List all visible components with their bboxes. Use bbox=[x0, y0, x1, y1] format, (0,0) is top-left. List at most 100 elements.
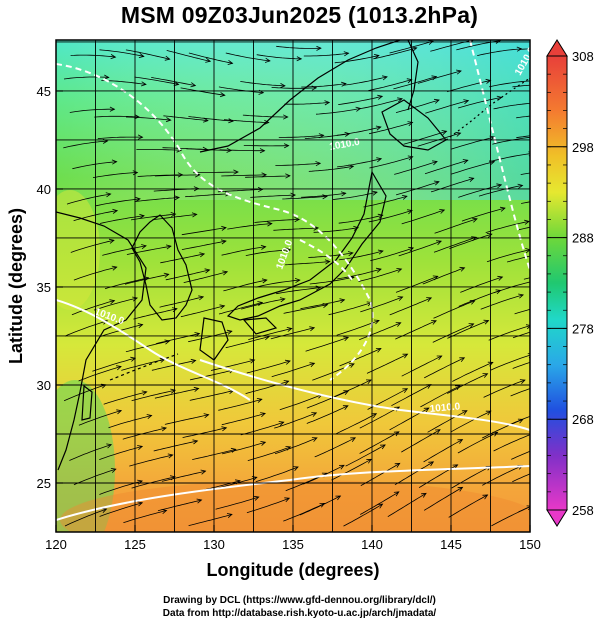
streamline-arrowhead bbox=[111, 159, 118, 165]
y-tick-label: 45 bbox=[37, 84, 51, 99]
streamline bbox=[433, 300, 475, 319]
streamline-arrowhead bbox=[483, 319, 490, 325]
streamline bbox=[223, 119, 269, 123]
streamline-arrowhead bbox=[283, 114, 289, 120]
streamline-arrowhead bbox=[375, 125, 382, 131]
map-title: MSM 09Z03Jun2025 (1013.2hPa) bbox=[120, 2, 479, 28]
streamline bbox=[301, 83, 346, 88]
streamline-arrowhead bbox=[435, 429, 441, 435]
streamline-arrowhead bbox=[161, 426, 168, 432]
streamline bbox=[210, 359, 255, 371]
streamline bbox=[248, 328, 292, 340]
streamline bbox=[447, 320, 489, 339]
streamline-arrowhead bbox=[377, 94, 384, 100]
streamline bbox=[423, 439, 463, 463]
streamline bbox=[478, 185, 523, 197]
streamline bbox=[129, 454, 173, 467]
streamline-arrowhead bbox=[457, 486, 464, 492]
streamline bbox=[486, 249, 530, 263]
y-axis-title: Latitude (degrees) bbox=[6, 208, 26, 364]
streamline-arrowhead bbox=[373, 319, 380, 325]
streamline-arrowhead bbox=[316, 45, 322, 51]
streamline bbox=[461, 207, 505, 222]
streamline bbox=[358, 98, 403, 110]
streamline bbox=[163, 115, 208, 121]
streamline-arrowhead bbox=[286, 327, 293, 332]
streamline bbox=[366, 353, 408, 374]
streamline bbox=[424, 357, 465, 379]
streamline-arrowhead bbox=[290, 192, 297, 198]
x-tick-label: 150 bbox=[519, 537, 541, 552]
streamline-arrowhead bbox=[459, 266, 466, 272]
streamline bbox=[457, 97, 502, 109]
streamline bbox=[305, 336, 349, 352]
streamline bbox=[189, 390, 234, 401]
streamline bbox=[122, 427, 167, 440]
streamline bbox=[518, 226, 530, 231]
streamline bbox=[255, 279, 300, 288]
streamline-arrowhead bbox=[132, 170, 139, 176]
streamline-arrowhead bbox=[402, 388, 409, 394]
streamline bbox=[250, 194, 296, 198]
streamline bbox=[395, 99, 440, 113]
streamline bbox=[157, 499, 202, 512]
streamline-arrowhead bbox=[109, 106, 116, 112]
streamline-arrowhead bbox=[264, 119, 270, 125]
streamline-arrowhead bbox=[524, 219, 530, 225]
streamline bbox=[359, 322, 401, 341]
streamline bbox=[301, 192, 346, 198]
streamline-arrowhead bbox=[350, 437, 357, 443]
streamline bbox=[451, 161, 495, 175]
streamline bbox=[69, 108, 115, 113]
streamline bbox=[165, 269, 210, 281]
colorbar-tick-label: 288 bbox=[572, 231, 594, 246]
streamline bbox=[360, 463, 400, 486]
streamline-arrowhead bbox=[482, 494, 489, 500]
streamline-arrowhead bbox=[324, 100, 331, 106]
streamline bbox=[337, 158, 382, 168]
streamline bbox=[92, 172, 138, 178]
streamline-arrowhead bbox=[190, 82, 197, 88]
streamline-arrowhead bbox=[441, 130, 448, 135]
streamline bbox=[188, 52, 233, 64]
streamline-arrowhead bbox=[105, 192, 112, 198]
lat-lon-grid bbox=[56, 40, 530, 532]
streamline bbox=[154, 174, 200, 177]
streamline bbox=[151, 360, 196, 371]
x-axis-title: Longitude (degrees) bbox=[206, 560, 379, 580]
streamline-arrowhead bbox=[110, 54, 117, 60]
streamline-arrowhead bbox=[428, 461, 435, 467]
streamline bbox=[432, 323, 474, 343]
streamline-arrowhead bbox=[436, 240, 442, 246]
streamline-arrowhead bbox=[203, 117, 209, 123]
streamline bbox=[66, 193, 111, 205]
streamline bbox=[121, 358, 165, 371]
streamline bbox=[314, 437, 356, 458]
streamline-arrowhead bbox=[319, 503, 326, 508]
streamline bbox=[218, 86, 264, 94]
streamline bbox=[403, 130, 447, 145]
streamline-arrowhead bbox=[190, 358, 197, 364]
streamline-arrowhead bbox=[423, 407, 430, 413]
streamline-arrowhead bbox=[433, 98, 440, 104]
streamline-arrowhead bbox=[261, 278, 268, 284]
streamline bbox=[71, 300, 115, 316]
streamline bbox=[63, 384, 107, 402]
streamline bbox=[358, 268, 402, 282]
streamline bbox=[94, 115, 140, 118]
streamline bbox=[516, 115, 530, 119]
streamline-arrowhead bbox=[309, 362, 316, 368]
streamline bbox=[394, 461, 434, 486]
streamline bbox=[270, 327, 315, 340]
y-tick-label: 35 bbox=[37, 280, 51, 295]
streamline bbox=[394, 161, 438, 175]
streamline-arrowhead bbox=[163, 272, 170, 278]
streamline-arrowhead bbox=[111, 265, 118, 271]
colorbar-tick-label: 308 bbox=[572, 49, 594, 64]
streamline-arrowhead bbox=[372, 190, 378, 196]
streamline bbox=[506, 255, 530, 263]
streamline-arrowhead bbox=[116, 365, 122, 371]
streamline bbox=[276, 45, 321, 49]
streamline bbox=[447, 373, 488, 394]
streamline bbox=[219, 149, 265, 152]
